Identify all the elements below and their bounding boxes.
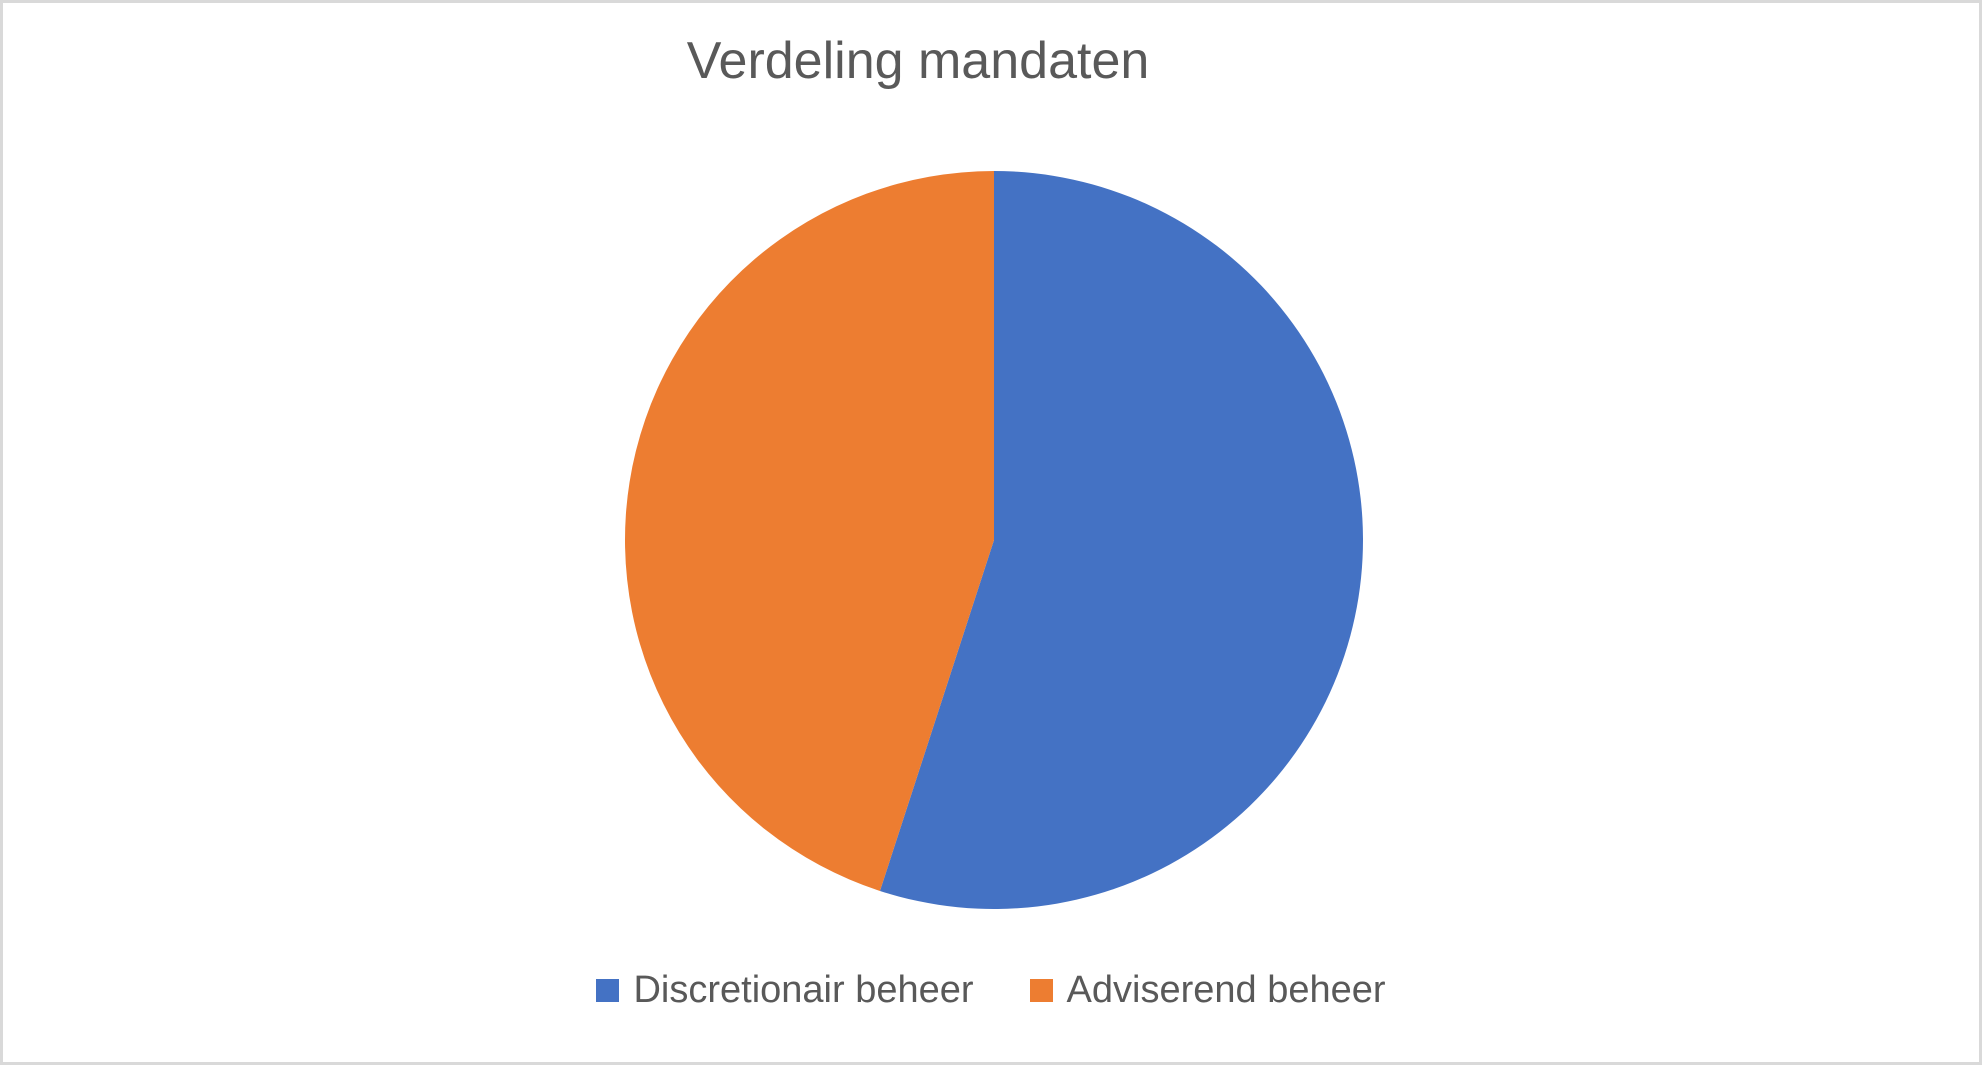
- chart-legend: Discretionair beheer Adviserend beheer: [3, 971, 1979, 1009]
- pie-chart: [624, 171, 1363, 909]
- pie-slice-adviserend-beheer: [624, 171, 994, 891]
- legend-swatch-icon: [596, 978, 620, 1002]
- chart-title: Verdeling mandaten: [686, 32, 1150, 90]
- legend-item-adviserend-beheer: Adviserend beheer: [1029, 969, 1386, 1011]
- legend-label: Adviserend beheer: [1066, 969, 1386, 1011]
- pie-slice-discretionair-beheer: [879, 171, 1363, 909]
- legend-swatch-icon: [1029, 978, 1053, 1002]
- legend-item-discretionair-beheer: Discretionair beheer: [596, 969, 974, 1011]
- legend-label: Discretionair beheer: [633, 969, 974, 1011]
